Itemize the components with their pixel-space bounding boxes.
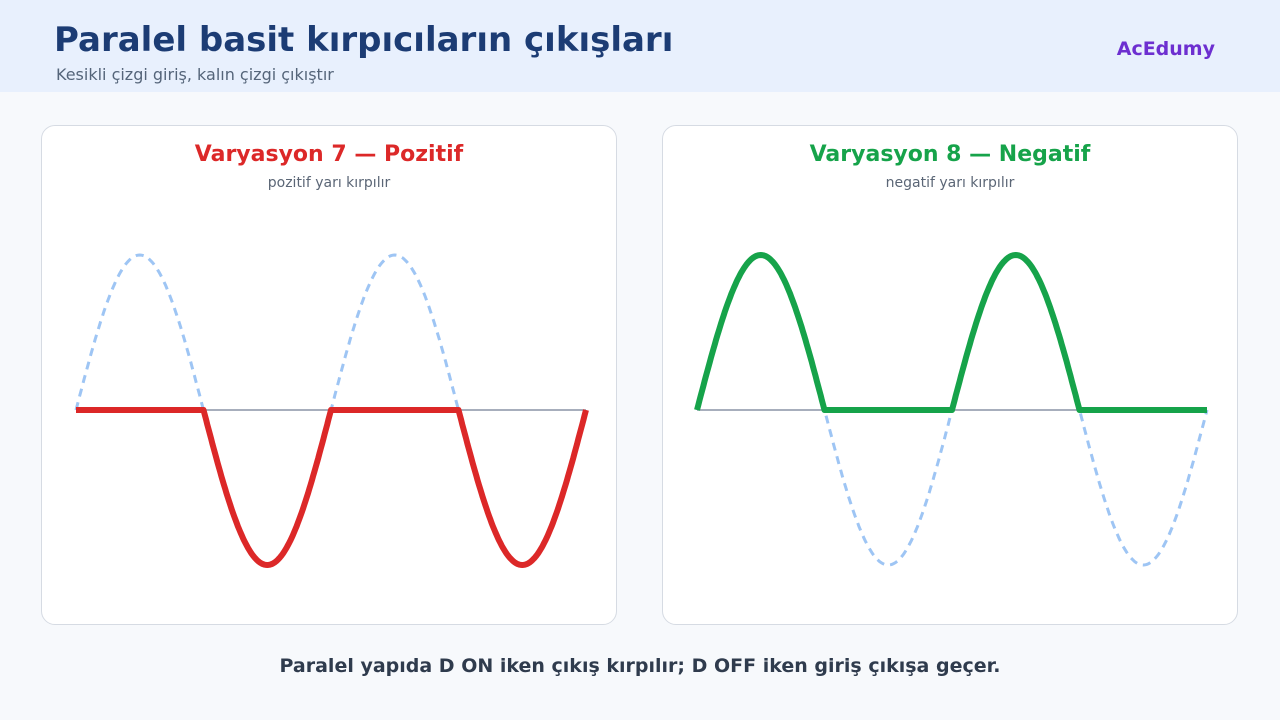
header-bar: Paralel basit kırpıcıların çıkışları Kes… <box>0 0 1280 92</box>
footer-note: Paralel yapıda D ON iken çıkış kırpılır;… <box>279 655 1001 677</box>
brand-logo: AcEdumy <box>1116 38 1215 60</box>
panel-title: Varyasyon 8 — Negatif <box>809 142 1091 167</box>
panel-subtitle: pozitif yarı kırpılır <box>267 175 391 191</box>
panel-variation-7: Varyasyon 7 — Pozitif pozitif yarı kırpı… <box>41 125 617 625</box>
page-subtitle: Kesikli çizgi giriş, kalın çizgi çıkıştı… <box>56 65 334 84</box>
waveform-plot <box>74 253 589 568</box>
page-title: Paralel basit kırpıcıların çıkışları <box>54 20 674 60</box>
waveform-plot <box>694 252 1209 567</box>
panel-subtitle: negatif yarı kırpılır <box>885 175 1015 191</box>
output-signal-line <box>694 252 1209 413</box>
panel-title: Varyasyon 7 — Pozitif <box>194 142 464 167</box>
output-signal-line <box>74 407 589 568</box>
panel-variation-8: Varyasyon 8 — Negatif negatif yarı kırpı… <box>662 125 1238 625</box>
